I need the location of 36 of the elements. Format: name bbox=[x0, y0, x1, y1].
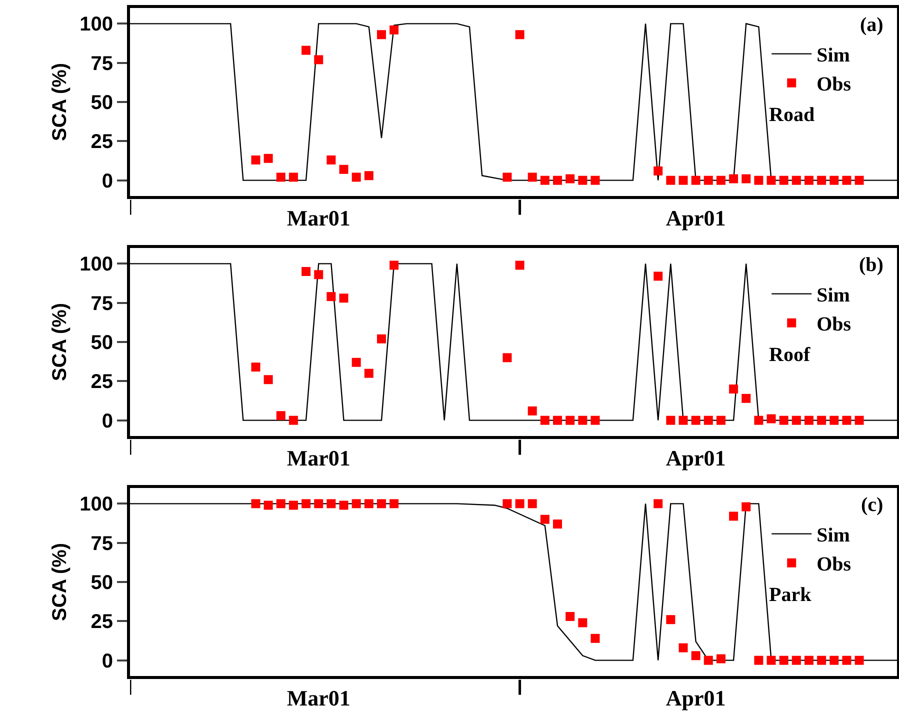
y-axis-title: SCA (%) bbox=[49, 542, 72, 622]
legend-label: Obs bbox=[816, 554, 852, 576]
y-tick-label: 0 bbox=[102, 410, 113, 432]
annotation: (b) bbox=[859, 254, 884, 276]
annotation: Roof bbox=[769, 344, 810, 366]
y-tick-label: 100 bbox=[80, 494, 113, 516]
x-tick-label: Apr01 bbox=[666, 205, 726, 230]
y-tick-label: 0 bbox=[102, 170, 113, 192]
x-tick-label: Mar01 bbox=[286, 685, 350, 710]
x-tick-label: Apr01 bbox=[666, 685, 726, 710]
legend-label: Sim bbox=[816, 284, 850, 307]
y-tick-label: 50 bbox=[90, 92, 113, 114]
y-axis-title: SCA (%) bbox=[49, 302, 72, 382]
y-tick-label: 100 bbox=[80, 14, 113, 36]
y-tick-label: 75 bbox=[90, 292, 113, 315]
y-tick-label: 25 bbox=[90, 131, 113, 154]
y-tick-label: 100 bbox=[80, 254, 113, 276]
annotation: (c) bbox=[861, 494, 884, 516]
y-tick-label: 25 bbox=[90, 611, 113, 634]
y-tick-label: 75 bbox=[90, 52, 113, 75]
y-axis-title: SCA (%) bbox=[49, 62, 72, 142]
legend-label: Obs bbox=[816, 74, 852, 96]
y-tick-label: 0 bbox=[102, 650, 113, 672]
x-tick-label: Mar01 bbox=[286, 445, 350, 470]
y-tick-label: 50 bbox=[90, 332, 113, 354]
legend-label: Sim bbox=[816, 524, 850, 547]
annotation: (a) bbox=[860, 14, 884, 36]
y-tick-label: 50 bbox=[90, 572, 113, 594]
y-tick-label: 75 bbox=[90, 532, 113, 555]
y-tick-label: 25 bbox=[90, 371, 113, 394]
annotation: Road bbox=[769, 104, 815, 126]
x-tick-label: Mar01 bbox=[286, 205, 350, 230]
x-tick-label: Apr01 bbox=[666, 445, 726, 470]
annotation: Park bbox=[769, 584, 812, 606]
legend-label: Obs bbox=[816, 314, 852, 336]
legend-label: Sim bbox=[816, 44, 850, 67]
